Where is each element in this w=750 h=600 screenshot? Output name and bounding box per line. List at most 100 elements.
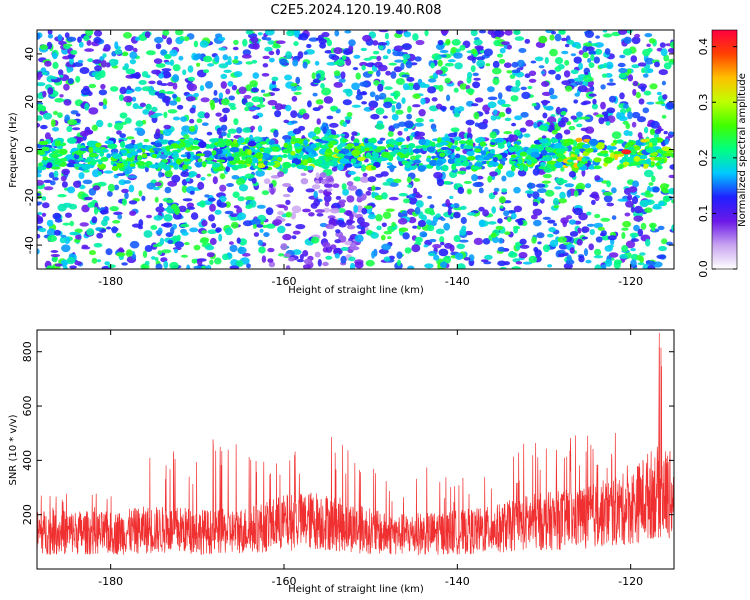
heatmap-cell — [457, 106, 465, 112]
heatmap-cell — [133, 47, 138, 53]
heatmap-cell — [218, 138, 224, 145]
heatmap-cell — [152, 186, 160, 191]
heatmap-cell — [113, 59, 119, 65]
heatmap-cell — [233, 205, 240, 209]
heatmap-cell — [187, 65, 194, 73]
heatmap-cell — [586, 211, 592, 216]
heatmap-cell — [651, 175, 656, 183]
heatmap-cell — [533, 219, 542, 227]
heatmap-cell — [632, 80, 639, 87]
heatmap-cell — [54, 218, 63, 223]
heatmap-cell — [183, 36, 190, 42]
heatmap-cell — [51, 153, 59, 159]
heatmap-cell — [492, 236, 499, 244]
heatmap-cell — [277, 171, 285, 178]
heatmap-cell — [408, 82, 414, 87]
heatmap-cell — [465, 139, 474, 145]
heatmap-cell — [326, 188, 333, 192]
heatmap-cell — [548, 69, 556, 75]
heatmap-cell — [485, 63, 491, 67]
heatmap-cell — [547, 160, 557, 165]
heatmap-cell — [385, 178, 396, 183]
heatmap-cell — [167, 162, 177, 166]
heatmap-cell — [50, 76, 58, 80]
heatmap-cell — [414, 136, 423, 140]
heatmap-cell — [335, 195, 342, 200]
heatmap-cell — [112, 220, 121, 224]
heatmap-cell — [562, 158, 570, 164]
heatmap-cell — [463, 145, 474, 150]
heatmap-cell — [471, 103, 479, 107]
heatmap-cell — [513, 30, 521, 36]
heatmap-cell — [206, 264, 212, 269]
heatmap-cell — [451, 163, 457, 171]
heatmap-cell — [88, 152, 98, 158]
heatmap-cell — [158, 203, 164, 208]
heatmap-cell — [453, 235, 461, 243]
heatmap-cell — [440, 30, 449, 35]
heatmap-cell — [92, 169, 100, 178]
heatmap-cell — [639, 199, 649, 208]
heatmap-cell — [570, 153, 575, 158]
heatmap-cell — [223, 114, 228, 122]
heatmap-cell — [456, 243, 466, 250]
heatmap-cell — [37, 115, 43, 121]
heatmap-cell — [555, 132, 563, 141]
heatmap-cell — [216, 127, 222, 135]
heatmap-cell — [296, 164, 307, 170]
heatmap-cell — [211, 150, 217, 156]
heatmap-cell — [581, 157, 587, 163]
heatmap-cell — [393, 66, 402, 73]
heatmap-cell — [588, 243, 594, 251]
heatmap-cell — [389, 181, 399, 187]
heatmap-cell — [445, 38, 451, 45]
heatmap-cell — [290, 110, 298, 118]
heatmap-cell — [349, 262, 356, 269]
heatmap-cell — [483, 48, 493, 57]
heatmap-cell — [189, 125, 196, 132]
heatmap-cell — [182, 198, 193, 202]
heatmap-cell — [569, 231, 579, 237]
heatmap-cell — [363, 57, 372, 61]
heatmap-cell — [631, 36, 641, 45]
heatmap-cell — [639, 252, 646, 256]
heatmap-cell — [446, 94, 451, 102]
heatmap-cell — [367, 176, 377, 183]
heatmap-cell — [509, 251, 515, 256]
heatmap-cell — [98, 89, 108, 96]
heatmap-cell — [472, 81, 481, 89]
heatmap-cell — [534, 56, 544, 62]
heatmap-cell — [102, 98, 108, 107]
heatmap-cell — [291, 87, 297, 92]
heatmap-cell — [224, 227, 233, 236]
heatmap-cell — [141, 71, 149, 78]
heatmap-cell — [375, 123, 385, 130]
heatmap-cell — [480, 259, 489, 263]
heatmap-cell — [338, 78, 346, 83]
heatmap-cell — [404, 120, 414, 129]
heatmap-cell — [237, 137, 242, 145]
heatmap-cell — [178, 55, 184, 61]
heatmap-cell — [186, 96, 196, 102]
heatmap-cell — [382, 55, 389, 60]
heatmap-cell — [37, 103, 44, 111]
heatmap-cell — [662, 195, 671, 203]
heatmap-cell — [375, 173, 384, 178]
heatmap-cell — [542, 216, 551, 220]
heatmap-cell — [242, 252, 251, 257]
heatmap-cell — [122, 66, 128, 71]
heatmap-cell — [322, 126, 327, 134]
heatmap-cell — [75, 234, 82, 240]
heatmap-cell — [498, 196, 506, 204]
heatmap-cell — [606, 202, 614, 207]
heatmap-cell — [353, 138, 360, 144]
heatmap-cell — [435, 43, 445, 51]
heatmap-cell — [458, 140, 467, 145]
heatmap-cell — [282, 183, 292, 187]
heatmap-cell — [395, 78, 405, 85]
heatmap-cell — [163, 222, 173, 228]
heatmap-cell — [330, 55, 340, 61]
heatmap-cell — [256, 204, 266, 209]
heatmap-cell — [428, 78, 437, 83]
